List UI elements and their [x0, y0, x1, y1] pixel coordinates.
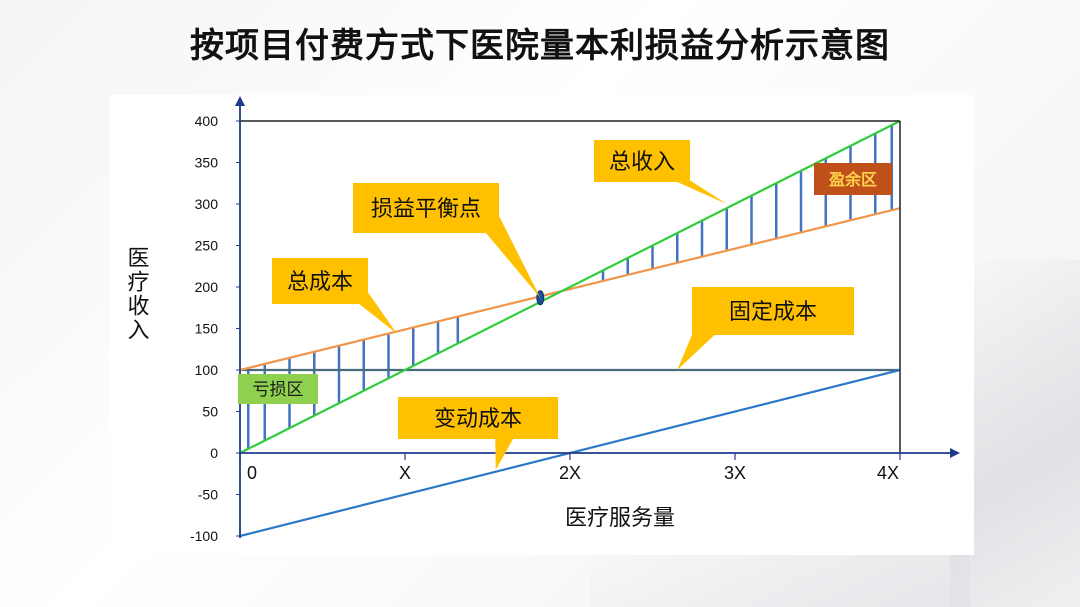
- y-tick-label: 150: [195, 321, 219, 337]
- y-tick-label: 100: [195, 362, 219, 378]
- x-axis-title: 医疗服务量: [565, 506, 675, 531]
- callout-label: 总成本: [287, 270, 353, 295]
- y-tick-label: -100: [190, 528, 218, 544]
- x-tick-label: X: [399, 463, 411, 483]
- y-tick-label: 200: [195, 279, 219, 295]
- y-axis-arrow: [235, 96, 245, 106]
- y-tick-label: -50: [198, 487, 218, 503]
- series-line: [239, 207, 901, 372]
- callout-box: [272, 258, 368, 304]
- y-axis-title: 医疗收入: [124, 246, 150, 342]
- y-tick-label: 250: [195, 238, 219, 254]
- loss-region-label: 亏损区: [253, 380, 304, 400]
- y-tick-label: 300: [195, 196, 219, 212]
- x-axis-arrow: [950, 448, 960, 458]
- y-tick-label: 50: [202, 404, 218, 420]
- x-tick-label: 3X: [724, 463, 746, 483]
- callout-label: 变动成本: [434, 407, 522, 432]
- profit-region-label: 盈余区: [828, 170, 877, 189]
- y-tick-label: 350: [195, 155, 219, 171]
- series-line: [239, 120, 901, 454]
- y-tick-label: 400: [195, 113, 219, 129]
- x-tick-label: 0: [247, 463, 257, 483]
- loss-region-box: [238, 374, 318, 404]
- callout-label: 总收入: [609, 150, 675, 175]
- x-tick-label: 2X: [559, 463, 581, 483]
- profit-region-box: [814, 163, 892, 195]
- y-tick-label: 0: [210, 445, 218, 461]
- x-tick-label: 4X: [877, 463, 899, 483]
- callout-box: [353, 183, 499, 233]
- callout-label: 损益平衡点: [371, 197, 481, 222]
- page-title: 按项目付费方式下医院量本利损益分析示意图: [190, 26, 890, 66]
- callout-label: 固定成本: [729, 300, 817, 325]
- callout-box: [692, 287, 854, 335]
- callout-box: [398, 397, 558, 439]
- callout-box: [594, 140, 690, 182]
